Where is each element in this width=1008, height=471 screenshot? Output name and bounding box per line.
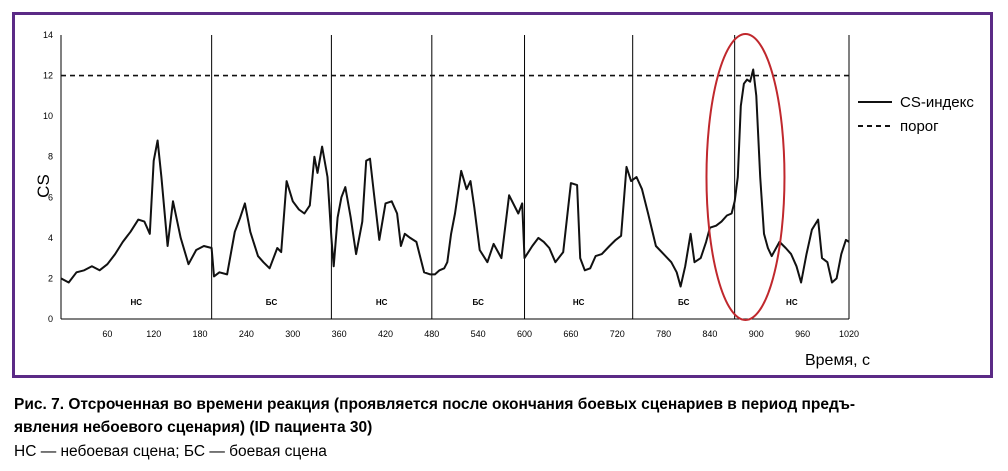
y-tick-label: 10 bbox=[43, 111, 53, 121]
x-tick-label: 780 bbox=[656, 329, 671, 339]
x-tick-label: 180 bbox=[193, 329, 208, 339]
scene-segment-label: БС bbox=[472, 298, 484, 307]
x-tick-label: 240 bbox=[239, 329, 254, 339]
x-tick-label: 480 bbox=[424, 329, 439, 339]
y-tick-label: 14 bbox=[43, 30, 53, 40]
x-tick-label: 900 bbox=[749, 329, 764, 339]
x-tick-label: 420 bbox=[378, 329, 393, 339]
highlight-layer bbox=[705, 33, 786, 321]
x-axis-label: Время, с bbox=[805, 352, 870, 369]
scene-segment-label: НС bbox=[786, 298, 798, 307]
series-layer bbox=[60, 68, 850, 288]
y-tick-label: 6 bbox=[48, 192, 53, 202]
x-tick-label: 60 bbox=[102, 329, 112, 339]
y-tick-label: 4 bbox=[48, 233, 53, 243]
scene-segments: НС БС НС БС НС БС НС bbox=[131, 298, 798, 307]
x-tick-label: 600 bbox=[517, 329, 532, 339]
scene-segment-label: БС bbox=[266, 298, 278, 307]
x-tick-label: 960 bbox=[795, 329, 810, 339]
figure-caption-title-line2: явления небоевого сценария) (ID пациента… bbox=[14, 419, 373, 436]
axes: 0 2 4 6 8 10 12 14 60 120 180 240 300 360 420 480 540 600… bbox=[43, 30, 859, 339]
x-tick-label: 660 bbox=[563, 329, 578, 339]
y-axis-label: CS bbox=[34, 174, 53, 198]
y-tick-label: 8 bbox=[48, 152, 53, 162]
y-tick-label: 2 bbox=[48, 273, 53, 283]
x-tick-label: 840 bbox=[702, 329, 717, 339]
cs-index-line-chart: НС БС НС БС НС БС НС 0 2 4 6 8 10 12 14 60 120 180 240 300… bbox=[34, 30, 974, 369]
scene-segment-label: НС bbox=[376, 298, 388, 307]
scene-segment-label: БС bbox=[678, 298, 690, 307]
legend-label: CS-индекс bbox=[900, 94, 974, 111]
scene-segment-label: НС bbox=[573, 298, 585, 307]
y-tick-label: 12 bbox=[43, 71, 53, 81]
legend: CS-индекс порог bbox=[858, 94, 974, 135]
scene-segment-label: НС bbox=[131, 298, 143, 307]
legend-label: порог bbox=[900, 118, 939, 135]
scene-boundary-lines bbox=[211, 35, 850, 319]
x-tick-label: 1020 bbox=[839, 329, 859, 339]
cs-index-line bbox=[60, 68, 850, 288]
x-tick-label: 120 bbox=[146, 329, 161, 339]
x-tick-label: 360 bbox=[332, 329, 347, 339]
x-tick-label: 300 bbox=[285, 329, 300, 339]
figure-caption-title-line1: Рис. 7. Отсроченная во времени реакция (… bbox=[14, 396, 856, 413]
figure-caption-legend-note: НС — небоевая сцена; БС — боевая сцена bbox=[14, 443, 327, 460]
highlight-ellipse bbox=[705, 33, 786, 321]
y-tick-label: 0 bbox=[48, 314, 53, 324]
x-tick-label: 540 bbox=[471, 329, 486, 339]
x-tick-label: 720 bbox=[610, 329, 625, 339]
chart-frame: НС БС НС БС НС БС НС 0 2 4 6 8 10 12 14 60 120 180 240 300… bbox=[12, 12, 993, 378]
